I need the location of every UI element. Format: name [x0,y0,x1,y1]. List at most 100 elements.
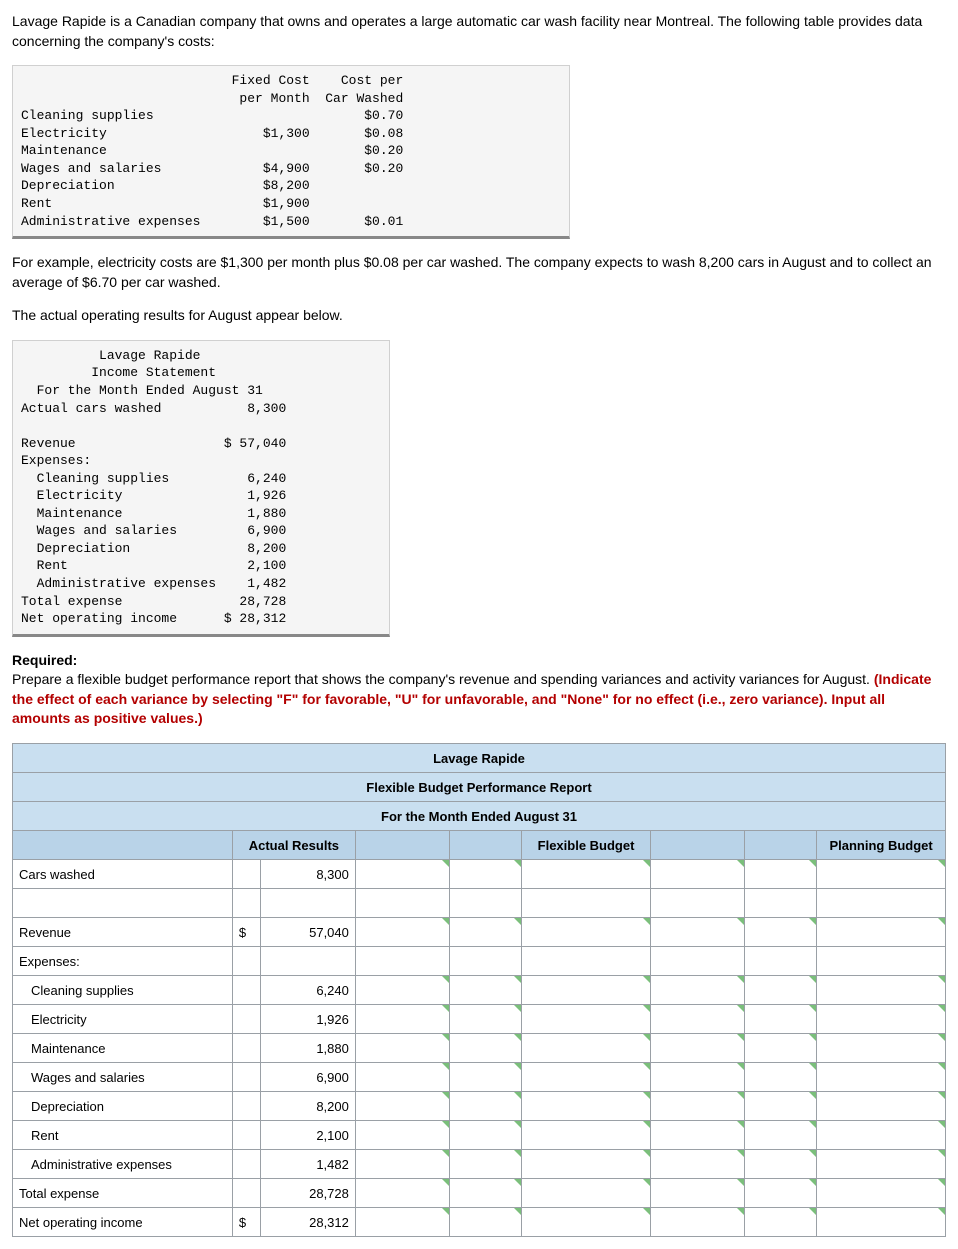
actual-value: 6,900 [261,1063,356,1092]
table-row: Wages and salaries6,900 [13,1063,946,1092]
av-fu-input[interactable] [745,1150,817,1179]
plan-budget-input[interactable] [817,976,946,1005]
plan-budget-input[interactable] [817,1208,946,1237]
av-fu-input[interactable] [745,1179,817,1208]
flex-budget-input[interactable] [522,1063,651,1092]
rsv-amount-input[interactable] [355,860,450,889]
currency-symbol [232,1150,260,1179]
intro-text: Lavage Rapide is a Canadian company that… [12,12,946,51]
flex-col-actual: Actual Results [232,831,355,860]
plan-budget-input [817,947,946,976]
av-fu-input[interactable] [745,1121,817,1150]
rsv-fu-input[interactable] [450,976,522,1005]
av-amount-input [650,947,745,976]
rsv-fu-input[interactable] [450,918,522,947]
rsv-amount-input[interactable] [355,1034,450,1063]
rsv-fu-input [450,889,522,918]
rsv-amount-input[interactable] [355,976,450,1005]
flex-col-av-fu [745,831,817,860]
rsv-fu-input[interactable] [450,1208,522,1237]
av-fu-input[interactable] [745,1005,817,1034]
av-amount-input [650,889,745,918]
rsv-amount-input[interactable] [355,1121,450,1150]
av-fu-input[interactable] [745,1063,817,1092]
rsv-amount-input[interactable] [355,1208,450,1237]
row-label: Electricity [13,1005,233,1034]
actual-value: 1,880 [261,1034,356,1063]
rsv-amount-input[interactable] [355,918,450,947]
rsv-fu-input[interactable] [450,1179,522,1208]
row-label: Net operating income [13,1208,233,1237]
flex-budget-input[interactable] [522,976,651,1005]
rsv-fu-input[interactable] [450,1150,522,1179]
flex-budget-input[interactable] [522,1179,651,1208]
plan-budget-input[interactable] [817,1034,946,1063]
av-fu-input[interactable] [745,918,817,947]
actual-value: 8,200 [261,1092,356,1121]
plan-budget-input[interactable] [817,1121,946,1150]
table-row: Cleaning supplies6,240 [13,976,946,1005]
flex-budget-input[interactable] [522,1208,651,1237]
table-row: Revenue$57,040 [13,918,946,947]
plan-budget-input[interactable] [817,918,946,947]
rsv-fu-input[interactable] [450,1034,522,1063]
plan-budget-input[interactable] [817,860,946,889]
actual-value [261,889,356,918]
rsv-fu-input[interactable] [450,1092,522,1121]
flex-budget-input[interactable] [522,1034,651,1063]
plan-budget-input[interactable] [817,1005,946,1034]
rsv-fu-input [450,947,522,976]
plan-budget-input[interactable] [817,1150,946,1179]
rsv-amount-input [355,889,450,918]
av-amount-input[interactable] [650,860,745,889]
rsv-amount-input[interactable] [355,1150,450,1179]
rsv-fu-input[interactable] [450,860,522,889]
flex-budget-input [522,947,651,976]
av-amount-input[interactable] [650,1150,745,1179]
row-label [13,889,233,918]
flex-budget-input[interactable] [522,1005,651,1034]
table-row: Maintenance1,880 [13,1034,946,1063]
rsv-fu-input[interactable] [450,1121,522,1150]
rsv-amount-input[interactable] [355,1092,450,1121]
table-row: Rent2,100 [13,1121,946,1150]
av-fu-input[interactable] [745,976,817,1005]
av-fu-input[interactable] [745,1092,817,1121]
av-amount-input[interactable] [650,1179,745,1208]
rsv-fu-input[interactable] [450,1063,522,1092]
cost-table: Fixed Cost Cost per per Month Car Washed… [12,65,570,239]
table-row: Administrative expenses1,482 [13,1150,946,1179]
flex-budget-input[interactable] [522,860,651,889]
plan-budget-input[interactable] [817,1063,946,1092]
av-amount-input[interactable] [650,1063,745,1092]
flex-budget-input[interactable] [522,1092,651,1121]
av-amount-input[interactable] [650,918,745,947]
flex-budget-input[interactable] [522,1150,651,1179]
row-label: Expenses: [13,947,233,976]
flex-col-av-amt [650,831,745,860]
flex-budget-input[interactable] [522,1121,651,1150]
av-fu-input[interactable] [745,1208,817,1237]
actual-intro: The actual operating results for August … [12,306,946,326]
av-fu-input[interactable] [745,1034,817,1063]
av-amount-input[interactable] [650,1005,745,1034]
rsv-fu-input[interactable] [450,1005,522,1034]
av-amount-input[interactable] [650,1121,745,1150]
actual-value: 8,300 [261,860,356,889]
row-label: Administrative expenses [13,1150,233,1179]
rsv-amount-input[interactable] [355,1179,450,1208]
av-fu-input [745,889,817,918]
table-row: Depreciation8,200 [13,1092,946,1121]
av-amount-input[interactable] [650,1034,745,1063]
plan-budget-input[interactable] [817,1092,946,1121]
av-amount-input[interactable] [650,1208,745,1237]
actual-value: 2,100 [261,1121,356,1150]
av-amount-input[interactable] [650,1092,745,1121]
av-amount-input[interactable] [650,976,745,1005]
rsv-amount-input[interactable] [355,1005,450,1034]
row-label: Revenue [13,918,233,947]
rsv-amount-input[interactable] [355,1063,450,1092]
flex-budget-input[interactable] [522,918,651,947]
av-fu-input[interactable] [745,860,817,889]
plan-budget-input[interactable] [817,1179,946,1208]
